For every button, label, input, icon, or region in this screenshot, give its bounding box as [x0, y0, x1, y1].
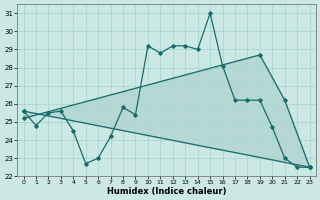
X-axis label: Humidex (Indice chaleur): Humidex (Indice chaleur)	[107, 187, 226, 196]
